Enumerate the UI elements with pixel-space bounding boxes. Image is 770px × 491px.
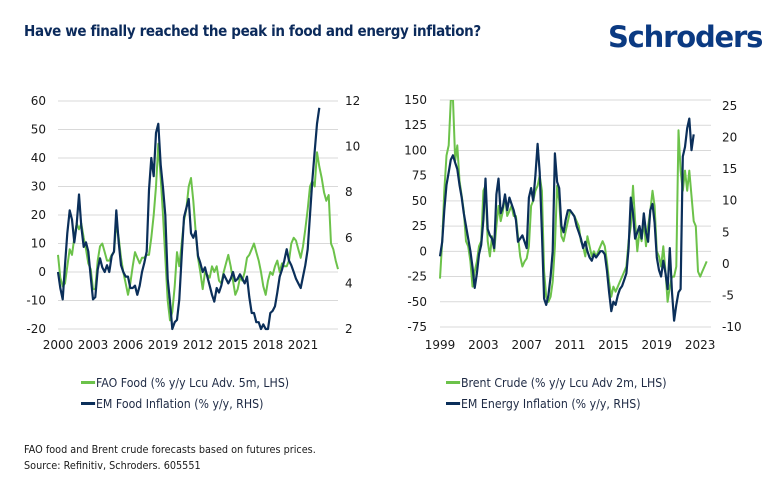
y-tick-left: 75 — [412, 169, 427, 183]
x-tick: 2019 — [148, 338, 179, 352]
x-tick: 2003 — [468, 338, 499, 352]
y-tick-left: 30 — [31, 180, 46, 194]
legend-item-fao-food: FAO Food (% y/y Lcu Adv. 5m, LHS) — [81, 372, 289, 393]
legend-swatch-green — [446, 381, 461, 384]
y-tick-left: 0 — [419, 244, 427, 258]
x-tick: 2023 — [685, 338, 716, 352]
source-line: Source: Refinitiv, Schroders. 605551 — [24, 459, 201, 472]
x-tick: 2021 — [288, 338, 319, 352]
schroders-logo: Schroders — [608, 20, 763, 54]
y-tick-right: 10 — [722, 194, 737, 208]
x-tick: 2011 — [555, 338, 586, 352]
y-tick-left: 50 — [31, 123, 46, 137]
legend-item-em-food: EM Food Inflation (% y/y, RHS) — [81, 393, 289, 414]
legend-label: EM Energy Inflation (% y/y, RHS) — [460, 396, 641, 411]
page-title: Have we finally reached the peak in food… — [24, 22, 481, 40]
y-tick-left: 10 — [31, 237, 46, 251]
x-tick: 2012 — [183, 338, 214, 352]
y-tick-left: 150 — [404, 93, 427, 107]
gridlines — [58, 100, 338, 330]
y-tick-left: -25 — [407, 270, 427, 284]
y-tick-left: -75 — [407, 320, 427, 334]
x-tick: 2019 — [642, 338, 673, 352]
legend-swatch-navy — [81, 402, 96, 405]
y-tick-left: 25 — [412, 219, 427, 233]
legend-food: FAO Food (% y/y Lcu Adv. 5m, LHS) EM Foo… — [81, 372, 289, 414]
legend-item-em-energy: EM Energy Inflation (% y/y, RHS) — [446, 393, 667, 414]
y-tick-right: 15 — [722, 162, 737, 176]
y-tick-right: 20 — [722, 131, 737, 145]
x-tick: 2000 — [43, 338, 74, 352]
y-tick-right: 2 — [345, 322, 353, 336]
x-tick: 1999 — [425, 338, 456, 352]
legend-energy: Brent Crude (% y/y Lcu Adv 2m, LHS) EM E… — [446, 372, 667, 414]
x-tick: 2015 — [218, 338, 249, 352]
y-tick-right: -5 — [722, 288, 734, 302]
x-tick: 2003 — [78, 338, 109, 352]
chart-energy-inflation: 1501251007550250-25-50-752520151050-5-10… — [404, 93, 742, 352]
y-tick-left: 60 — [31, 94, 46, 108]
y-tick-right: -10 — [722, 320, 742, 334]
y-tick-left: 0 — [38, 265, 46, 279]
y-tick-right: 5 — [722, 225, 730, 239]
y-tick-right: 10 — [345, 140, 360, 154]
legend-label: EM Food Inflation (% y/y, RHS) — [95, 396, 264, 411]
series-line-em-inflation — [56, 107, 321, 331]
y-tick-left: -50 — [407, 295, 427, 309]
footnote-line: FAO food and Brent crude forecasts based… — [24, 443, 316, 456]
y-tick-left: 50 — [412, 194, 427, 208]
series-line-fao-food — [57, 142, 339, 322]
y-tick-right: 25 — [722, 99, 737, 113]
y-tick-left: -10 — [26, 294, 46, 308]
legend-item-brent: Brent Crude (% y/y Lcu Adv 2m, LHS) — [446, 372, 667, 393]
gridlines — [440, 99, 711, 328]
y-tick-right: 12 — [345, 94, 360, 108]
x-tick: 2018 — [253, 338, 284, 352]
y-tick-right: 8 — [345, 185, 353, 199]
legend-swatch-navy — [446, 402, 461, 405]
chart-food-inflation: 60 50 40 30 20 10 0 -10 -20 12 10 8 6 4 2 2000 2003 2006 2… — [26, 94, 360, 352]
y-tick-right: 4 — [345, 276, 353, 290]
y-tick-right: 6 — [345, 231, 353, 245]
footnote: FAO food and Brent crude forecasts based… — [24, 442, 316, 474]
y-tick-left: 40 — [31, 151, 46, 165]
y-tick-left: 20 — [31, 208, 46, 222]
y-tick-left: -20 — [26, 322, 46, 336]
x-tick: 2006 — [113, 338, 144, 352]
y-tick-left: 125 — [404, 118, 427, 132]
legend-label: Brent Crude (% y/y Lcu Adv 2m, LHS) — [460, 375, 667, 390]
legend-label: FAO Food (% y/y Lcu Adv. 5m, LHS) — [95, 375, 290, 390]
x-tick: 2015 — [598, 338, 629, 352]
y-tick-right: 0 — [722, 257, 730, 271]
y-tick-left: 100 — [404, 143, 427, 157]
x-tick: 2007 — [511, 338, 542, 352]
legend-swatch-green — [81, 381, 96, 384]
series-line-em-inflation — [438, 117, 695, 322]
